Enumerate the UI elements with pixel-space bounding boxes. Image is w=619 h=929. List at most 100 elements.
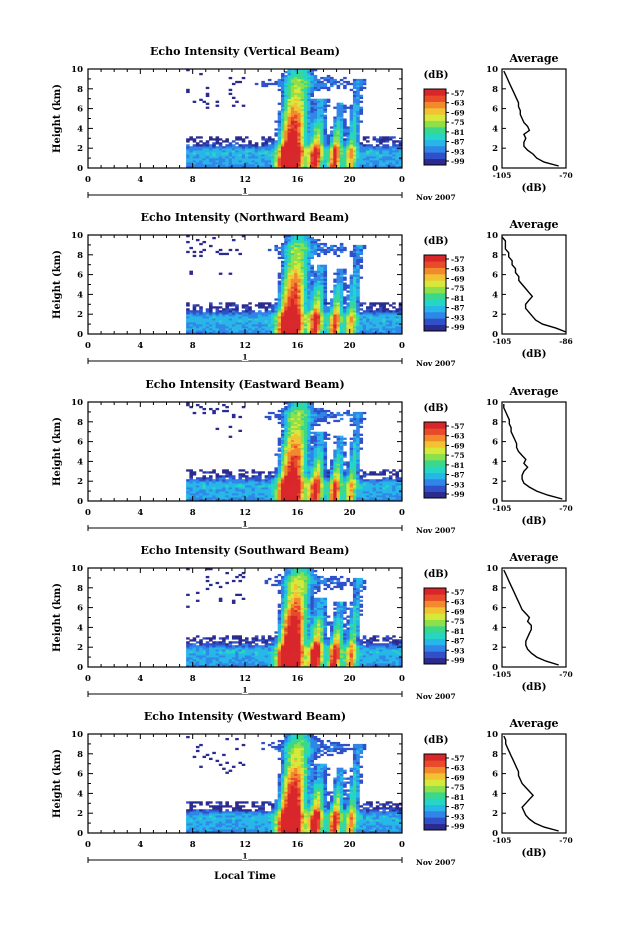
echo-cell xyxy=(303,296,308,299)
echo-cell xyxy=(326,148,331,151)
echo-cell xyxy=(277,469,282,472)
echo-cell xyxy=(290,497,295,500)
echo-cell xyxy=(294,479,298,482)
echo-cell xyxy=(290,260,295,264)
echo-cell xyxy=(333,144,337,147)
echo-cell xyxy=(323,310,328,313)
echo-cell xyxy=(280,322,285,325)
echo-cell xyxy=(336,144,341,147)
echo-cell xyxy=(284,437,288,440)
echo-cell xyxy=(209,138,213,141)
echo-cell xyxy=(189,160,193,163)
echo-cell xyxy=(235,330,239,333)
echo-cell xyxy=(287,282,292,285)
echo-cell xyxy=(307,104,311,107)
echo-cell xyxy=(326,320,331,323)
echo-cell xyxy=(313,152,318,155)
echo-cell xyxy=(290,324,295,327)
echo-cell xyxy=(349,332,354,335)
echo-cell xyxy=(349,445,354,448)
echo-cell xyxy=(287,312,292,315)
echo-cell xyxy=(339,443,344,446)
echo-cell xyxy=(287,475,292,478)
echo-cell xyxy=(294,150,298,153)
echo-cell xyxy=(280,314,285,317)
echo-cell xyxy=(218,164,223,167)
echo-cell xyxy=(356,487,360,490)
y-tick-label: 8 xyxy=(77,251,83,261)
echo-cell xyxy=(336,306,341,309)
echo-cell xyxy=(215,158,220,161)
echo-cell xyxy=(379,306,383,309)
echo-cell xyxy=(339,435,344,438)
echo-cell xyxy=(205,485,210,488)
echo-cell xyxy=(261,316,265,319)
echo-cell xyxy=(320,417,324,421)
echo-cell xyxy=(369,312,373,315)
echo-cell xyxy=(349,477,354,480)
echo-cell xyxy=(264,328,269,331)
echo-cell xyxy=(241,150,246,153)
echo-cell xyxy=(294,118,298,121)
echo-cell xyxy=(352,140,357,143)
echo-cell xyxy=(339,459,344,462)
echo-cell xyxy=(284,116,288,119)
echo-cell xyxy=(294,86,298,90)
echo-cell xyxy=(375,322,380,325)
echo-cell xyxy=(388,160,393,163)
echo-cell xyxy=(277,437,282,440)
echo-cell xyxy=(313,431,318,434)
echo-cell xyxy=(264,316,269,319)
echo-cell xyxy=(313,118,318,121)
echo-cell xyxy=(339,138,344,141)
echo-cell xyxy=(212,154,216,157)
echo-cell xyxy=(349,449,354,452)
echo-cell xyxy=(352,320,357,323)
echo-cell xyxy=(300,90,305,94)
echo-cell xyxy=(202,146,207,149)
echo-cell xyxy=(330,78,334,82)
echo-cell xyxy=(349,467,354,470)
echo-cell xyxy=(284,268,288,271)
echo-cell xyxy=(280,290,285,293)
echo-cell xyxy=(300,276,305,279)
echo-cell xyxy=(231,312,236,315)
echo-cell xyxy=(231,497,236,500)
echo-cell xyxy=(320,274,324,277)
echo-cell xyxy=(310,431,314,434)
echo-cell xyxy=(271,477,275,480)
echo-cell xyxy=(303,489,308,492)
echo-cell xyxy=(326,74,331,78)
echo-cell xyxy=(336,152,341,155)
echo-cell xyxy=(294,240,298,244)
echo-cell xyxy=(349,461,354,464)
echo-cell xyxy=(290,421,295,425)
echo-cell xyxy=(284,445,288,448)
echo-cell xyxy=(349,282,354,285)
echo-cell xyxy=(333,320,337,323)
echo-cell xyxy=(303,100,308,103)
echo-cell xyxy=(245,308,249,311)
echo-cell xyxy=(388,148,393,151)
echo-cell xyxy=(189,495,193,498)
echo-cell xyxy=(290,114,295,117)
echo-cell xyxy=(343,318,347,321)
echo-cell xyxy=(267,164,272,167)
echo-cell xyxy=(316,154,321,157)
echo-cell xyxy=(382,158,386,161)
echo-cell xyxy=(310,332,314,335)
echo-cell xyxy=(258,152,262,155)
echo-cell xyxy=(316,483,321,486)
echo-cell xyxy=(287,144,292,147)
echo-cell xyxy=(346,497,350,500)
echo-cell xyxy=(333,316,337,319)
echo-cell xyxy=(300,76,305,80)
echo-cell xyxy=(284,94,288,98)
echo-cell xyxy=(303,120,308,123)
echo-cell xyxy=(267,495,272,498)
echo-cell xyxy=(326,433,331,436)
echo-cell xyxy=(225,252,229,256)
echo-cell xyxy=(316,326,321,329)
echo-cell xyxy=(372,160,377,163)
echo-cell xyxy=(261,82,265,86)
